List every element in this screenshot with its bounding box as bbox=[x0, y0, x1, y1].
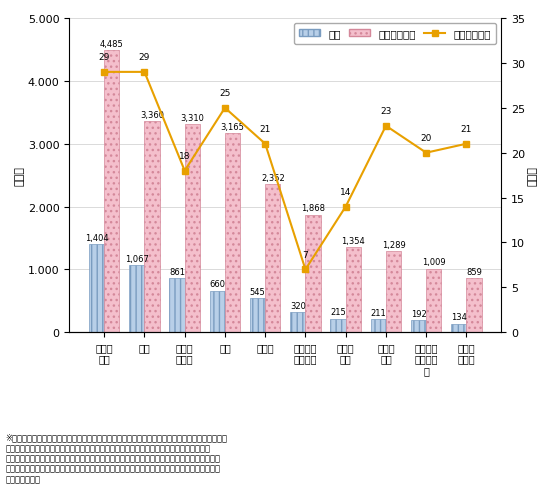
Y-axis label: （％）: （％） bbox=[528, 166, 538, 186]
Text: 1,868: 1,868 bbox=[301, 204, 325, 213]
Text: 29: 29 bbox=[98, 53, 110, 62]
Bar bbox=[129, 265, 144, 333]
Bar bbox=[426, 269, 441, 333]
Text: 1,009: 1,009 bbox=[422, 258, 446, 267]
Text: 3,165: 3,165 bbox=[221, 122, 244, 132]
Text: 7: 7 bbox=[302, 250, 309, 259]
Bar bbox=[411, 321, 426, 333]
Text: 20: 20 bbox=[420, 134, 432, 142]
Text: 21: 21 bbox=[259, 124, 271, 134]
Text: 29: 29 bbox=[139, 53, 150, 62]
Bar bbox=[265, 185, 280, 333]
Bar bbox=[346, 248, 361, 333]
Text: 211: 211 bbox=[371, 308, 386, 317]
Text: 1,289: 1,289 bbox=[382, 240, 405, 249]
Text: 545: 545 bbox=[249, 287, 265, 296]
Text: 1,354: 1,354 bbox=[341, 236, 365, 245]
Bar bbox=[250, 298, 265, 333]
Bar bbox=[330, 319, 346, 333]
Bar bbox=[290, 312, 305, 333]
Text: 134: 134 bbox=[451, 313, 467, 322]
Text: 859: 859 bbox=[466, 267, 482, 276]
Bar bbox=[89, 244, 104, 333]
Text: 192: 192 bbox=[411, 309, 426, 318]
Text: 23: 23 bbox=[380, 107, 392, 116]
Y-axis label: （円）: （円） bbox=[15, 166, 25, 186]
Bar bbox=[185, 125, 200, 333]
Bar bbox=[169, 279, 185, 333]
Text: ※全体平均は、各品目について、調査対象者を分母とし、消費金額を各媒体による情報収集のうち
スマホの占める割合で按分したもの。（スマホによる情報収集の割合が０の者: ※全体平均は、各品目について、調査対象者を分母とし、消費金額を各媒体による情報収… bbox=[6, 433, 227, 483]
Text: 21: 21 bbox=[461, 124, 472, 134]
Text: 660: 660 bbox=[209, 280, 225, 289]
Text: 215: 215 bbox=[330, 307, 346, 317]
Bar bbox=[451, 324, 466, 333]
Bar bbox=[466, 279, 482, 333]
Text: 1,067: 1,067 bbox=[125, 254, 149, 263]
Bar bbox=[104, 51, 119, 333]
Text: 1,404: 1,404 bbox=[85, 233, 108, 242]
Legend: 平均, 利用者の平均, 利用者の割合: 平均, 利用者の平均, 利用者の割合 bbox=[294, 24, 496, 44]
Bar bbox=[225, 134, 240, 333]
Text: 861: 861 bbox=[169, 267, 185, 276]
Bar bbox=[210, 291, 225, 333]
Bar bbox=[371, 319, 386, 333]
Bar bbox=[144, 122, 160, 333]
Text: 18: 18 bbox=[179, 152, 190, 161]
Text: 25: 25 bbox=[219, 89, 231, 98]
Bar bbox=[305, 215, 321, 333]
Text: 2,352: 2,352 bbox=[261, 174, 285, 183]
Bar bbox=[386, 252, 401, 333]
Text: 3,310: 3,310 bbox=[180, 114, 204, 122]
Text: 320: 320 bbox=[290, 301, 306, 310]
Text: 4,485: 4,485 bbox=[100, 40, 124, 49]
Text: 3,360: 3,360 bbox=[140, 110, 164, 120]
Text: 14: 14 bbox=[340, 187, 351, 196]
